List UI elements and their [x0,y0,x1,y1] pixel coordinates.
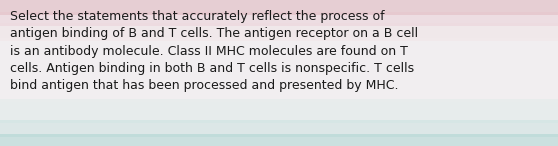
Bar [0,38,558,102]
Text: Select the statements that accurately reflect the process of
antigen binding of : Select the statements that accurately re… [10,10,418,92]
Bar [0,120,558,137]
Bar [0,134,558,146]
Bar [0,12,558,26]
Bar [0,0,558,15]
Bar [0,99,558,123]
Bar [0,23,558,41]
